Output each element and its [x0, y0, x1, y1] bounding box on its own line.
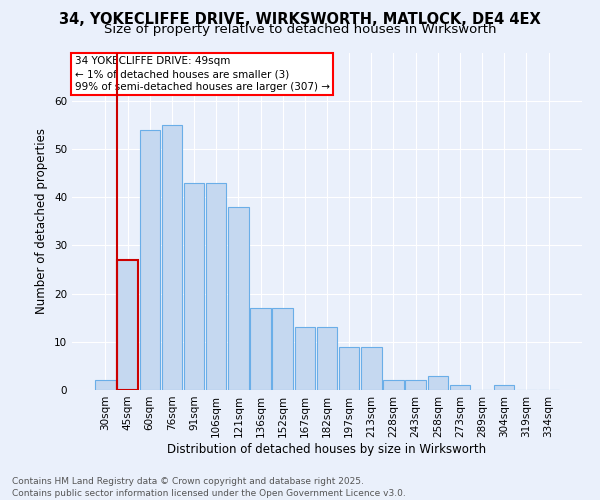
Bar: [140, 130, 160, 390]
Bar: [317, 328, 337, 390]
Bar: [184, 182, 204, 390]
Text: 34, YOKECLIFFE DRIVE, WIRKSWORTH, MATLOCK, DE4 4EX: 34, YOKECLIFFE DRIVE, WIRKSWORTH, MATLOC…: [59, 12, 541, 28]
Bar: [118, 260, 138, 390]
Bar: [161, 125, 182, 390]
Bar: [228, 207, 248, 390]
Text: 34 YOKECLIFFE DRIVE: 49sqm
← 1% of detached houses are smaller (3)
99% of semi-d: 34 YOKECLIFFE DRIVE: 49sqm ← 1% of detac…: [74, 56, 329, 92]
Y-axis label: Number of detached properties: Number of detached properties: [35, 128, 49, 314]
Bar: [95, 380, 116, 390]
Bar: [406, 380, 426, 390]
Bar: [295, 328, 315, 390]
Bar: [450, 385, 470, 390]
Bar: [339, 346, 359, 390]
Text: Size of property relative to detached houses in Wirksworth: Size of property relative to detached ho…: [104, 22, 496, 36]
Bar: [383, 380, 404, 390]
Bar: [250, 308, 271, 390]
Bar: [206, 182, 226, 390]
Bar: [428, 376, 448, 390]
X-axis label: Distribution of detached houses by size in Wirksworth: Distribution of detached houses by size …: [167, 442, 487, 456]
Bar: [494, 385, 514, 390]
Text: Contains HM Land Registry data © Crown copyright and database right 2025.
Contai: Contains HM Land Registry data © Crown c…: [12, 476, 406, 498]
Bar: [272, 308, 293, 390]
Bar: [361, 346, 382, 390]
